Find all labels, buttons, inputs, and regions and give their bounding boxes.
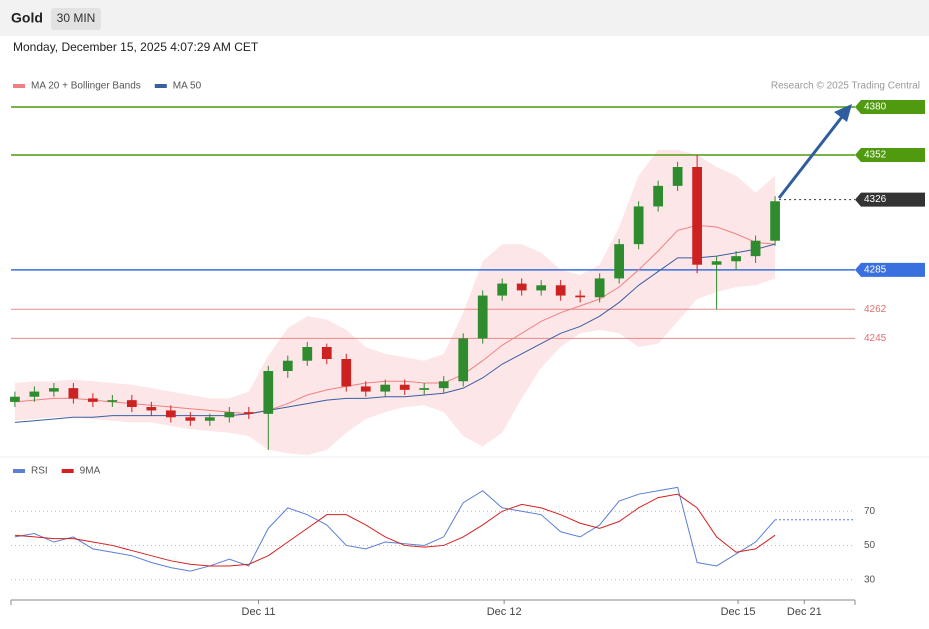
ma-line	[14, 243, 776, 423]
level-label: 4352	[864, 150, 887, 161]
level-label: 4285	[864, 264, 887, 275]
forecast-arrowhead	[834, 104, 852, 122]
candle-body	[477, 295, 488, 339]
level-label: 4380	[864, 102, 887, 113]
candle-body	[594, 278, 605, 298]
level-label: 4245	[864, 333, 887, 344]
level-label: 4262	[864, 304, 887, 315]
candle-body	[711, 261, 722, 265]
y-tick-label: 50	[864, 540, 876, 551]
candle-body	[146, 407, 157, 411]
candle-body	[87, 398, 98, 402]
candle-body	[438, 381, 449, 389]
candle-body	[68, 388, 79, 399]
candle-body	[321, 347, 332, 359]
legend-swatch	[154, 84, 167, 88]
candle-body	[165, 410, 176, 418]
ma-line	[14, 224, 776, 415]
symbol: Gold	[11, 10, 43, 26]
level-label: 4326	[864, 194, 887, 205]
y-tick-label: 70	[864, 506, 876, 517]
candle-body	[29, 391, 40, 397]
candle-body	[360, 386, 371, 392]
level-tag	[855, 100, 925, 114]
level-tag	[855, 192, 925, 207]
rsi-line	[14, 486, 776, 572]
candle-body	[185, 417, 196, 421]
candle-body	[458, 338, 469, 382]
legend-label: MA 20 + Bollinger Bands	[31, 81, 141, 92]
candle-body	[731, 256, 741, 262]
candle-body	[341, 359, 352, 387]
interval[interactable]: 30 MIN	[57, 11, 96, 25]
candle-body	[692, 167, 702, 265]
plot-layer: 4380 4352 4326 4285 4262 4245 MA 20 + Bollinge…	[10, 81, 925, 618]
x-tick-label: Dec 15	[721, 606, 756, 618]
attribution: Research © 2025 Trading Central	[771, 81, 920, 92]
candle-body	[672, 167, 683, 186]
candle-body	[282, 360, 293, 371]
x-tick-label: Dec 21	[787, 606, 822, 618]
interval-badge[interactable]	[51, 8, 101, 30]
level-tag	[855, 262, 925, 277]
candle-body	[224, 412, 235, 418]
y-tick-label: 30	[864, 574, 876, 585]
candle-body	[10, 396, 20, 402]
legend-swatch	[13, 84, 25, 88]
candle-body	[555, 285, 566, 296]
x-tick-label: Dec 11	[242, 606, 276, 618]
candle-body	[399, 384, 410, 390]
forecast-arrow	[777, 112, 847, 199]
legend-swatch	[13, 469, 25, 473]
candle-body	[536, 285, 547, 291]
candle-body	[243, 412, 254, 414]
level-tag	[855, 148, 925, 162]
candle-body	[770, 201, 780, 241]
candle-body	[750, 240, 761, 257]
timestamp: Monday, December 15, 2025 4:07:29 AM CET	[13, 40, 259, 54]
candle-body	[633, 206, 644, 245]
candle-body	[204, 417, 215, 421]
candle-body	[653, 185, 664, 207]
candle-body	[263, 371, 274, 414]
candle-body	[614, 244, 625, 279]
candle-body	[380, 384, 391, 392]
legend-label: MA 50	[173, 81, 202, 92]
candle-body	[516, 283, 527, 291]
candle-body	[575, 295, 586, 298]
x-tick-label: Dec 12	[487, 606, 522, 618]
header-bar	[0, 0, 929, 36]
candle-body	[497, 283, 508, 296]
candle-body	[126, 400, 137, 407]
candle-body	[107, 400, 118, 402]
legend-label: 9MA	[80, 466, 101, 477]
rsi-line	[14, 493, 776, 567]
candle-body	[49, 388, 59, 392]
legend-label: RSI	[31, 466, 48, 477]
candle-body	[419, 388, 430, 390]
candle-body	[302, 347, 313, 361]
legend-swatch	[61, 469, 74, 473]
